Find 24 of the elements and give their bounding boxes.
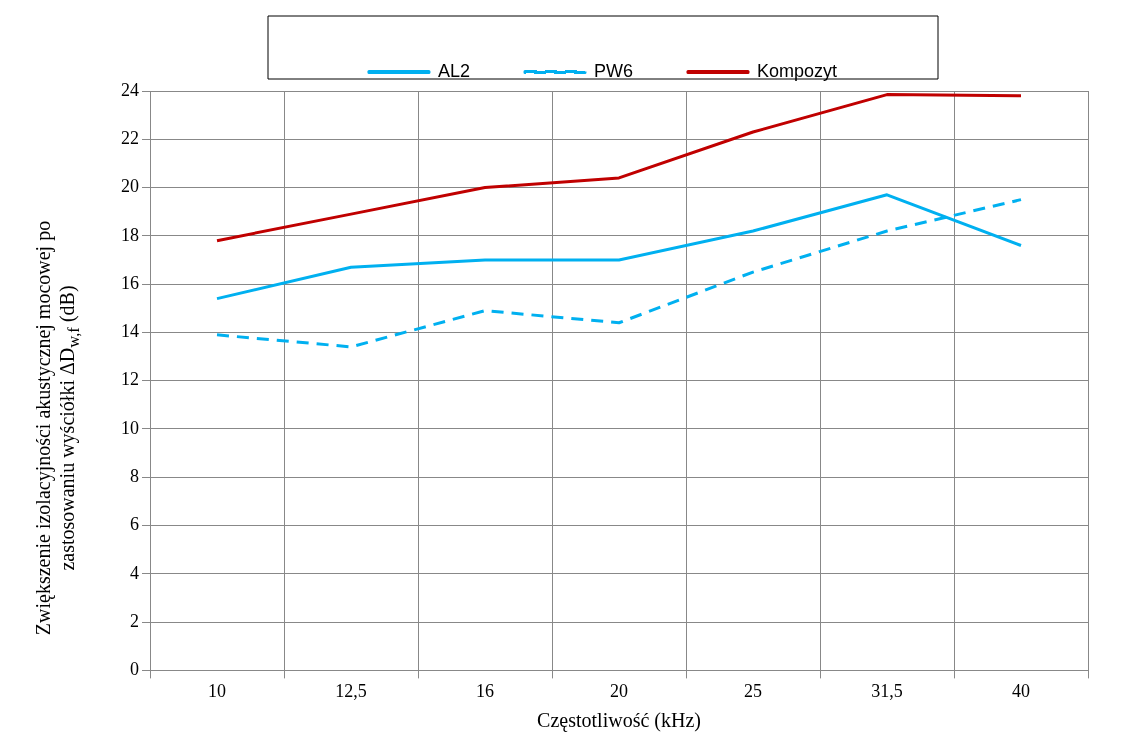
y-tick-label: 24 xyxy=(121,79,139,100)
x-tick-label: 10 xyxy=(208,680,226,701)
y-tick-label: 0 xyxy=(130,659,139,680)
legend-label: Kompozyt xyxy=(757,60,838,81)
x-tick-label: 12,5 xyxy=(335,680,367,701)
x-tick-label: 20 xyxy=(610,680,628,701)
y-tick-label: 18 xyxy=(121,224,139,245)
y-tick-label: 16 xyxy=(121,272,139,293)
y-tick-label: 2 xyxy=(130,610,139,631)
y-tick-label: 20 xyxy=(121,176,139,197)
y-tick-label: 22 xyxy=(121,128,139,149)
y-tick-label: 10 xyxy=(121,417,139,438)
x-tick-label: 31,5 xyxy=(871,680,903,701)
legend-label: PW6 xyxy=(593,60,634,81)
x-tick-label: 25 xyxy=(744,680,762,701)
x-tick-label: 16 xyxy=(476,680,494,701)
y-tick-label: 12 xyxy=(121,369,139,390)
x-tick-label: 40 xyxy=(1012,680,1030,701)
y-tick-label: 6 xyxy=(130,514,139,535)
y-tick-label: 14 xyxy=(121,321,139,342)
legend-label: AL2 xyxy=(437,60,470,81)
y-tick-label: 4 xyxy=(130,562,139,583)
x-axis-title: Częstotliwość (kHz) xyxy=(537,709,701,733)
y-tick-label: 8 xyxy=(130,466,139,486)
